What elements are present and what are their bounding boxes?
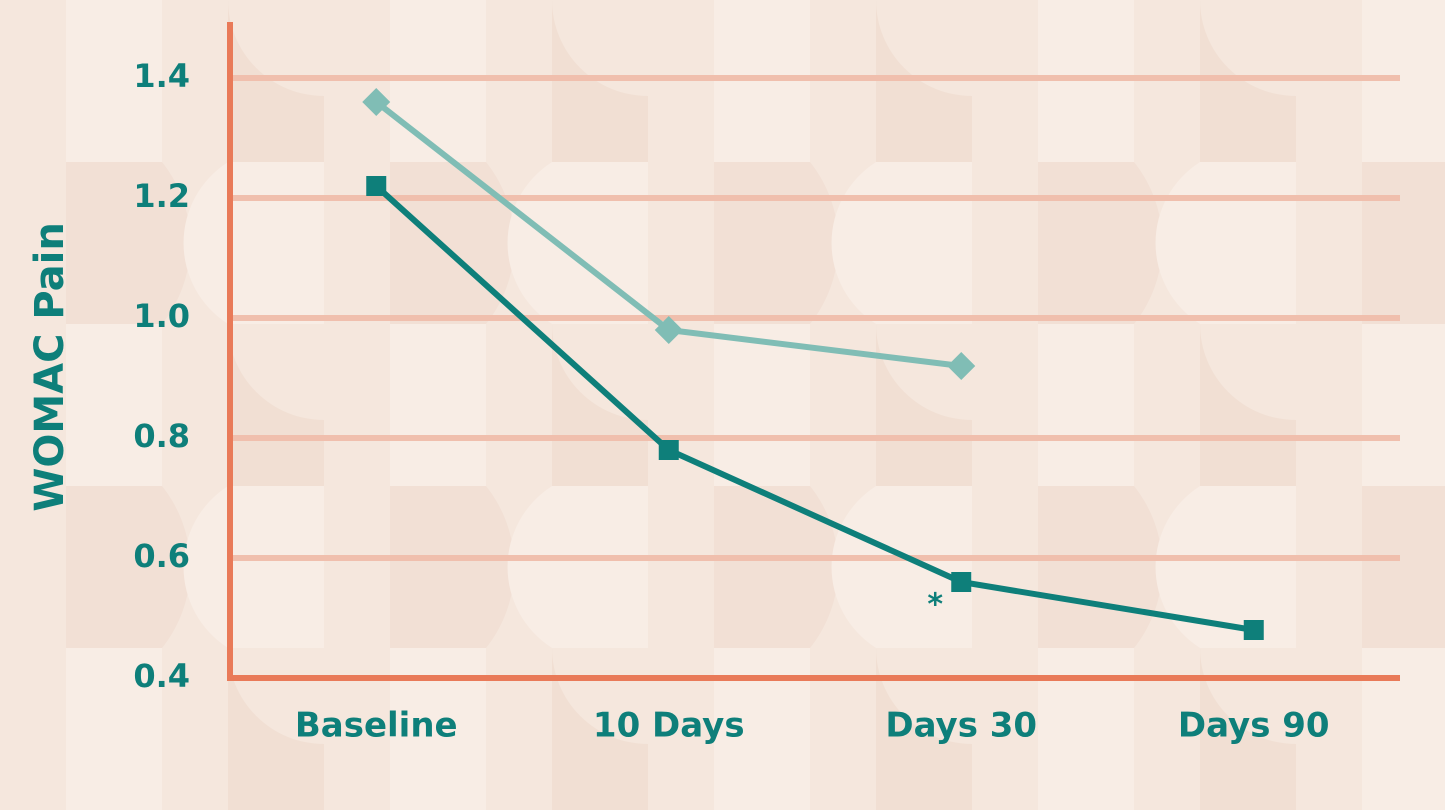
y-tick-label: 0.4 <box>133 657 190 695</box>
marker <box>362 88 391 116</box>
y-tick-label: 0.8 <box>133 417 190 455</box>
x-tick-label: Days 90 <box>1178 706 1330 746</box>
y-tick-label: 1.2 <box>133 177 190 215</box>
y-tick-label: 1.0 <box>133 297 190 335</box>
y-tick-label: 1.4 <box>133 57 190 95</box>
marker <box>658 440 679 460</box>
x-tick-label: Days 30 <box>885 706 1037 746</box>
x-tick-label: 10 Days <box>593 706 745 746</box>
marker <box>951 572 972 592</box>
y-tick-label: 0.6 <box>133 537 190 575</box>
marker <box>947 352 976 380</box>
marker <box>654 316 683 344</box>
series-line <box>374 183 1255 633</box>
x-tick-label: Baseline <box>295 706 458 746</box>
y-axis-label: WOMAC Pain <box>27 222 73 512</box>
marker <box>1243 620 1264 640</box>
annotation: * <box>927 588 943 623</box>
marker <box>366 176 387 196</box>
